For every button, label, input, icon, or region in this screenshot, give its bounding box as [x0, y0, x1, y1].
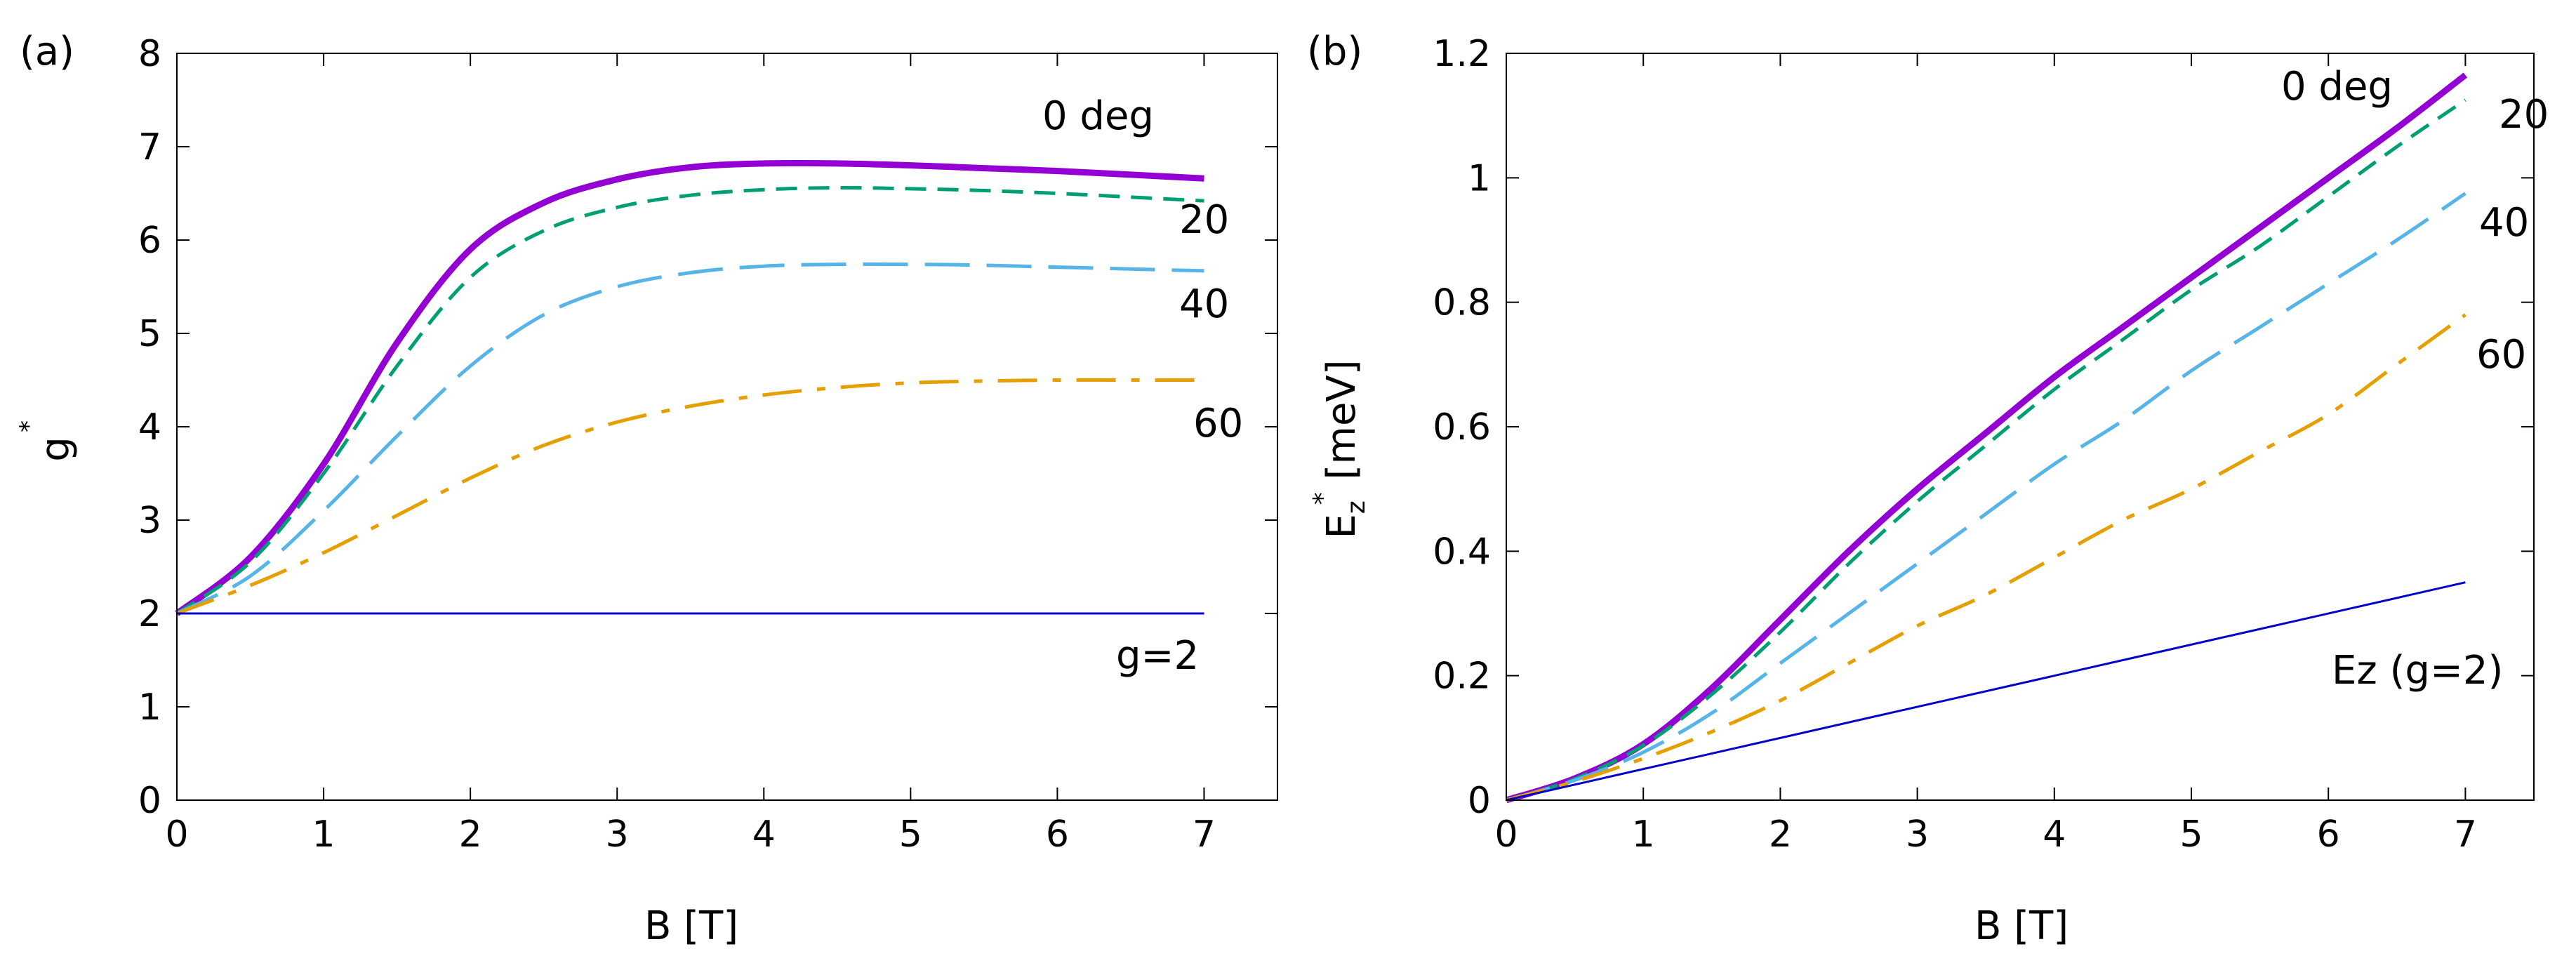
- panel-b-series-20-line: [1506, 98, 2467, 802]
- panel-a-x-tick-label: 1: [312, 813, 336, 856]
- panel-b-x-tick-label: 3: [1906, 813, 1929, 856]
- panel-b-y-axis-subscript: z: [1342, 500, 1371, 514]
- panel-a-y-tick-label: 3: [138, 500, 161, 542]
- panel-a-y-tick-label: 5: [138, 313, 161, 355]
- panel-a-y-tick-label: 0: [138, 780, 161, 822]
- panel-a-y-axis-title: g *: [15, 420, 79, 462]
- panel-b-label: (b): [1307, 29, 1362, 74]
- panel-b-x-tick-label: 0: [1494, 813, 1518, 856]
- panel-a-x-tick-label: 7: [1193, 813, 1216, 856]
- panel-b-x-tick-label: 1: [1632, 813, 1655, 856]
- panel-b-x-tick-label: 4: [2043, 813, 2066, 856]
- panel-b-label-60: 60: [2476, 332, 2526, 378]
- panel-b-y-axis-label-main: E: [1319, 514, 1365, 538]
- panel-a-label-20: 20: [1179, 197, 1229, 243]
- panel-a-y-ticks: 0 1 2 3 4 5 6 7 8: [138, 33, 1277, 822]
- panel-a-y-tick-label: 6: [138, 220, 161, 262]
- panel-a-series-60-line: [176, 378, 1204, 616]
- panel-a-x-tick-label: 3: [606, 813, 629, 856]
- panel-b-x-tick-label: 2: [1769, 813, 1792, 856]
- panel-a-y-axis-superscript: *: [15, 420, 43, 432]
- panel-b-series-60-line: [1506, 313, 2467, 802]
- panel-b-plot-frame: [1506, 53, 2535, 801]
- panel-a: (a) B [T] g * 0 1 2 3 4 5 6 7 0 1 2 3 4 5 6 7 8 0 deg 2…: [15, 29, 1278, 949]
- panel-b-x-tick-label: 6: [2317, 813, 2340, 856]
- panel-b-x-ticks: 0 1 2 3 4 5 6 7: [1494, 53, 2477, 856]
- panel-b-y-ticks: 0 0.2 0.4 0.6 0.8 1 1.2: [1433, 33, 2534, 822]
- panel-b-y-axis-unit: [meV]: [1319, 359, 1365, 492]
- panel-a-series-20-line: [175, 185, 1204, 616]
- panel-a-x-tick-label: 5: [899, 813, 922, 856]
- panel-a-plot-frame: [176, 53, 1278, 801]
- panel-b-y-axis-superscript: *: [1308, 492, 1337, 505]
- panel-b-y-tick-label: 0.2: [1433, 656, 1491, 698]
- panel-b-x-tick-label: 5: [2179, 813, 2203, 856]
- panel-a-series-group: [175, 159, 1204, 616]
- panel-b-x-tick-label: 7: [2454, 813, 2477, 856]
- panel-a-y-tick-label: 7: [138, 126, 161, 168]
- panel-a-series-40-line: [175, 262, 1204, 616]
- panel-b-y-tick-label: 0.4: [1433, 531, 1491, 573]
- panel-b-label-40: 40: [2479, 200, 2529, 246]
- panel-b-y-tick-label: 0.8: [1433, 282, 1491, 324]
- panel-b-series-ez-g-2-line: [1506, 581, 2466, 802]
- panel-b-y-axis-title: Ez * [meV]: [1308, 359, 1371, 538]
- panel-a-y-tick-label: 8: [138, 33, 161, 75]
- panel-a-y-tick-label: 4: [138, 406, 161, 449]
- panel-b-y-tick-label: 0.6: [1433, 406, 1491, 449]
- panel-b-series-0-deg-line: [1505, 72, 2468, 804]
- panel-a-x-axis-label: B [T]: [644, 903, 738, 949]
- panel-a-y-tick-label: 2: [138, 593, 161, 635]
- panel-b-y-tick-label: 1.2: [1433, 33, 1491, 75]
- panel-a-label: (a): [20, 29, 74, 74]
- panel-a-series-0-deg-line: [175, 159, 1204, 616]
- panel-b-y-tick-label: 1: [1468, 157, 1491, 199]
- panel-b-label-ez: Ez (g=2): [2332, 648, 2503, 693]
- panel-a-y-tick-label: 1: [138, 686, 161, 729]
- panel-b-y-tick-label: 0: [1468, 780, 1491, 822]
- panel-b-label-20: 20: [2499, 92, 2549, 138]
- panel-b-series-group: [1505, 72, 2468, 804]
- panel-b-label-0deg: 0 deg: [2281, 64, 2393, 109]
- panel-a-x-tick-label: 0: [165, 813, 188, 856]
- panel-a-x-tick-label: 2: [459, 813, 482, 856]
- panel-a-label-g2: g=2: [1116, 633, 1199, 679]
- panel-a-x-ticks: 0 1 2 3 4 5 6 7: [165, 53, 1216, 856]
- panel-b-x-axis-label: B [T]: [1974, 903, 2069, 949]
- panel-b-series-40-line: [1506, 192, 2467, 802]
- panel-a-x-tick-label: 4: [752, 813, 776, 856]
- panel-a-y-axis-label: g: [33, 437, 79, 462]
- panel-a-label-0deg: 0 deg: [1042, 93, 1154, 139]
- panel-a-x-tick-label: 6: [1046, 813, 1069, 856]
- panel-b-y-axis-label: Ez * [meV]: [1308, 359, 1371, 538]
- panel-a-label-40: 40: [1179, 281, 1229, 327]
- panel-a-label-60: 60: [1193, 401, 1243, 446]
